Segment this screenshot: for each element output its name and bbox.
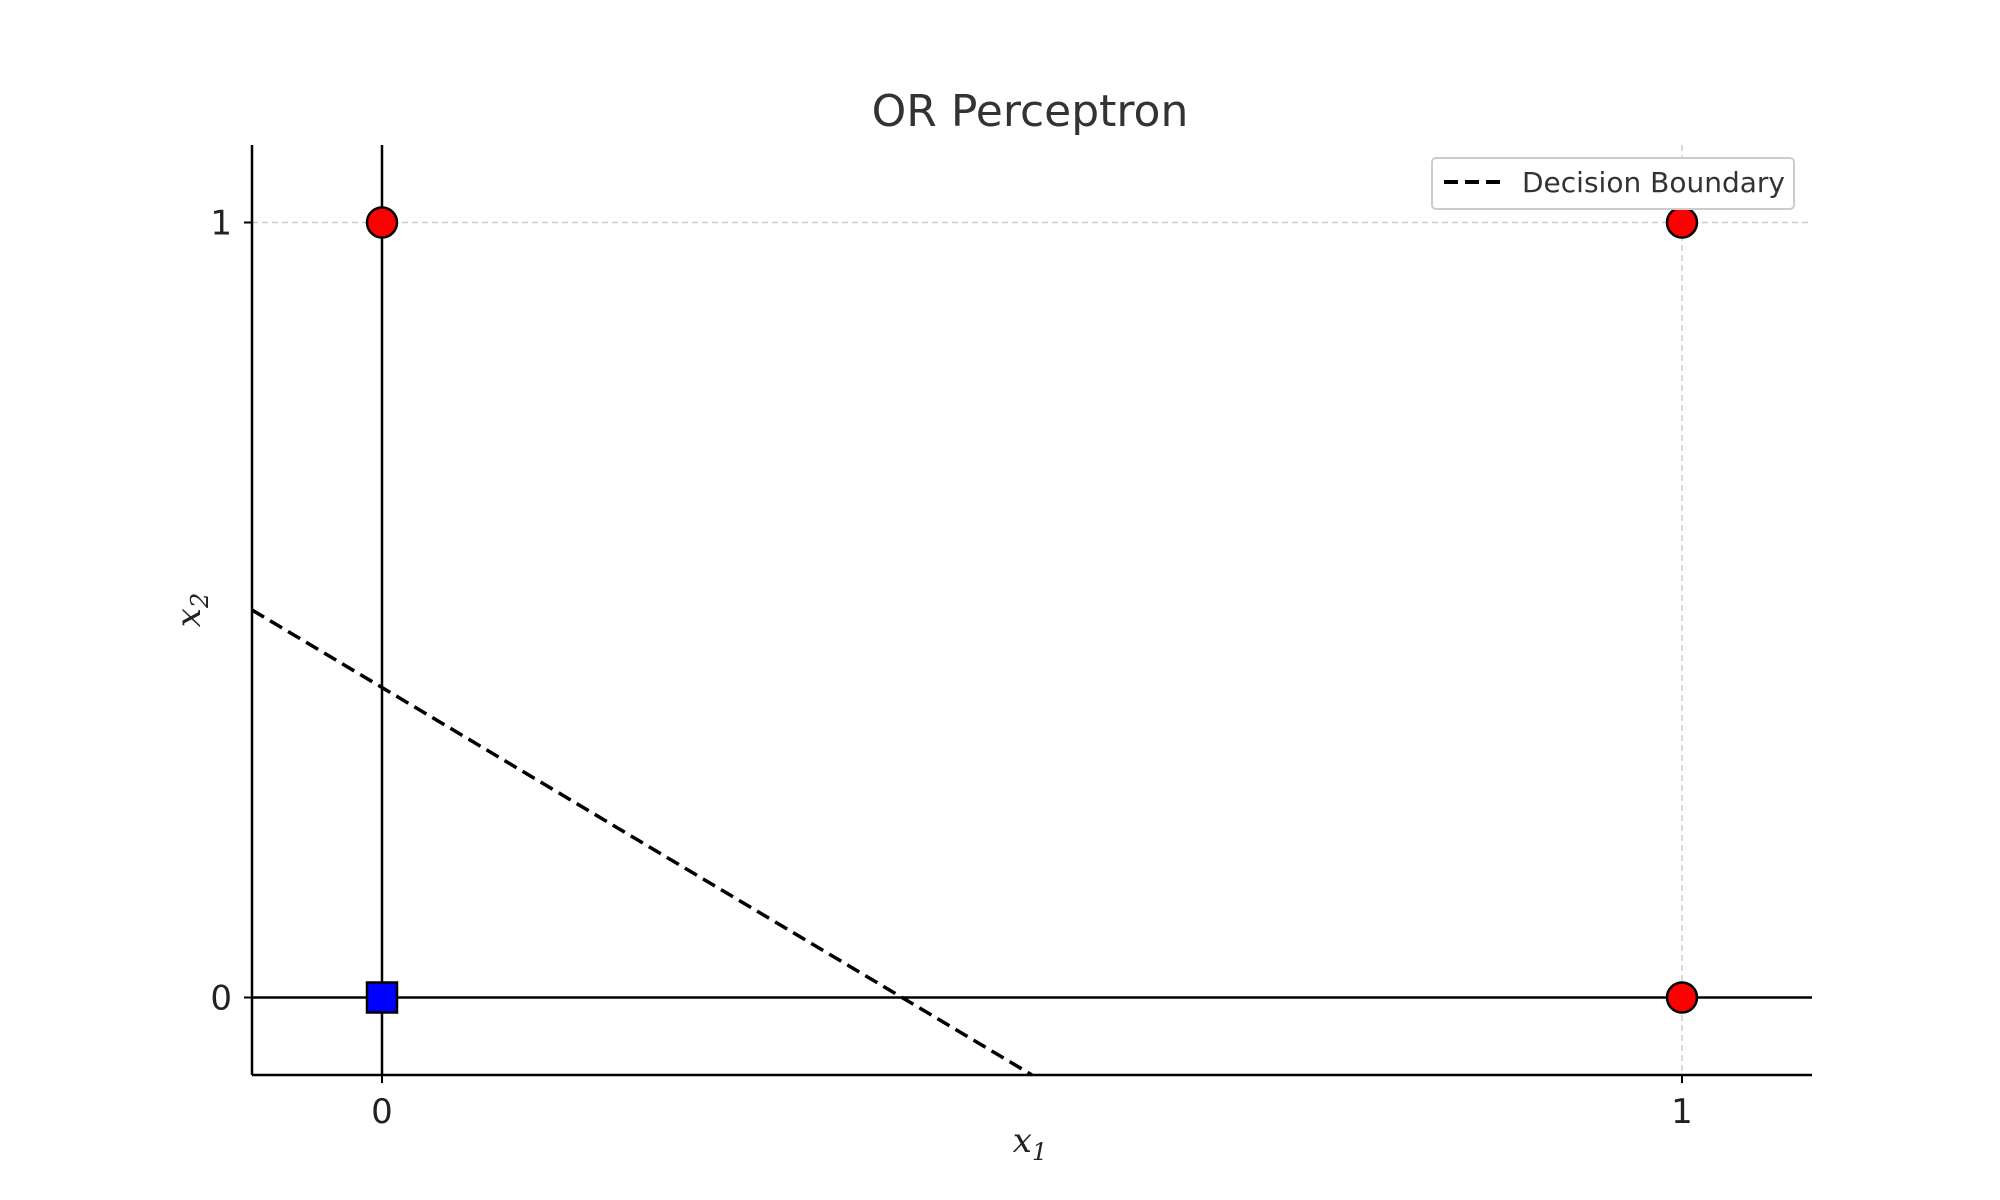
axes (250, 145, 1812, 1077)
data-point-class-0 (365, 981, 399, 1014)
y-tick-label: 1 (210, 204, 232, 244)
y-axis-label: x2 (169, 593, 214, 627)
y-tick-label: 0 (210, 979, 232, 1019)
decision-boundary-layer (251, 608, 1033, 1077)
tick-labels: 0 1 0 1 (210, 204, 1692, 1133)
x-axis-label: x1 (1013, 1121, 1047, 1166)
x-tick-label: 1 (1671, 1092, 1693, 1132)
legend: Decision Boundary (1431, 157, 1795, 210)
points-layer (365, 206, 1699, 1014)
chart-title: OR Perceptron (872, 86, 1189, 137)
x-tick-label: 0 (371, 1092, 393, 1132)
legend-label: Decision Boundary (1522, 166, 1785, 199)
decision-boundary-line (251, 608, 1033, 1077)
data-point-class-1 (1665, 206, 1699, 239)
legend-frame (1431, 157, 1795, 210)
data-point-class-1 (365, 206, 399, 239)
grid (252, 145, 1812, 1075)
data-point-class-1 (1665, 981, 1699, 1014)
